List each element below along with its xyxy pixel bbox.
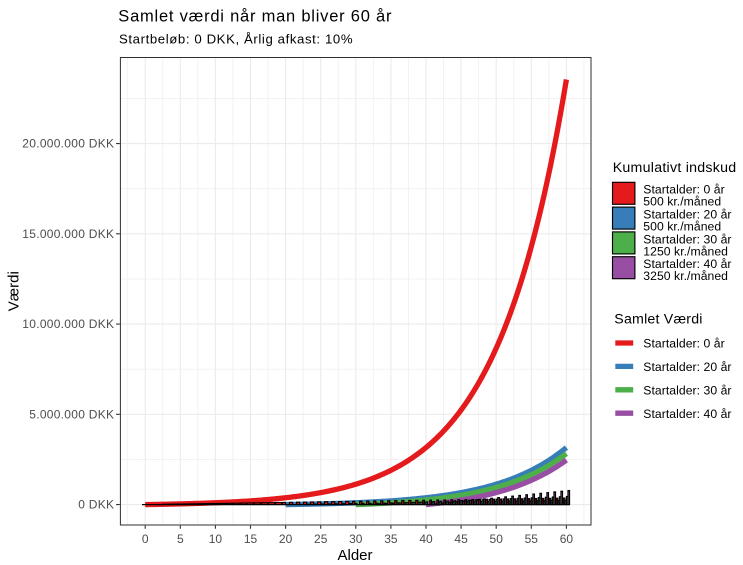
svg-text:45: 45 [454, 532, 468, 546]
svg-text:55: 55 [525, 532, 539, 546]
svg-text:Samlet Værdi: Samlet Værdi [614, 312, 702, 328]
svg-text:500 kr./måned: 500 kr./måned [643, 195, 721, 209]
svg-text:35: 35 [384, 532, 398, 546]
svg-text:Startalder: 0 år: Startalder: 0 år [643, 337, 724, 351]
svg-text:500 kr./måned: 500 kr./måned [643, 220, 721, 234]
svg-text:Startalder: 40 år: Startalder: 40 år [643, 257, 731, 271]
svg-text:30: 30 [349, 532, 363, 546]
svg-text:60: 60 [560, 532, 574, 546]
svg-text:5: 5 [177, 532, 184, 546]
svg-text:40: 40 [419, 532, 433, 546]
svg-text:10: 10 [209, 532, 223, 546]
svg-text:50: 50 [490, 532, 504, 546]
svg-text:3250 kr./måned: 3250 kr./måned [643, 269, 728, 283]
svg-text:Startalder: 20 år: Startalder: 20 år [643, 360, 731, 374]
svg-text:20.000.000 DKK: 20.000.000 DKK [22, 137, 114, 151]
svg-text:5.000.000 DKK: 5.000.000 DKK [29, 407, 114, 421]
svg-text:Værdi: Værdi [6, 271, 23, 311]
svg-text:Startalder: 0 år: Startalder: 0 år [643, 183, 724, 197]
svg-text:Alder: Alder [337, 547, 372, 564]
svg-text:Startbeløb: 0 DKK, Årlig afkas: Startbeløb: 0 DKK, Årlig afkast: 10% [119, 31, 353, 46]
svg-text:20: 20 [279, 532, 293, 546]
svg-text:15.000.000 DKK: 15.000.000 DKK [22, 227, 114, 241]
svg-text:Kumulativt indskud: Kumulativt indskud [613, 160, 737, 176]
svg-text:10.000.000 DKK: 10.000.000 DKK [22, 317, 114, 331]
svg-text:Startalder: 30 år: Startalder: 30 år [643, 383, 731, 397]
svg-text:1250 kr./måned: 1250 kr./måned [643, 244, 728, 258]
svg-text:25: 25 [314, 532, 328, 546]
svg-text:Startalder: 30 år: Startalder: 30 år [643, 232, 731, 246]
svg-text:Startalder: 20 år: Startalder: 20 år [643, 208, 731, 222]
svg-text:0: 0 [142, 532, 149, 546]
svg-text:0 DKK: 0 DKK [78, 498, 114, 512]
svg-text:15: 15 [244, 532, 258, 546]
svg-text:Samlet værdi når man bliver 60: Samlet værdi når man bliver 60 år [118, 8, 392, 26]
svg-text:Startalder: 40 år: Startalder: 40 år [643, 407, 731, 421]
